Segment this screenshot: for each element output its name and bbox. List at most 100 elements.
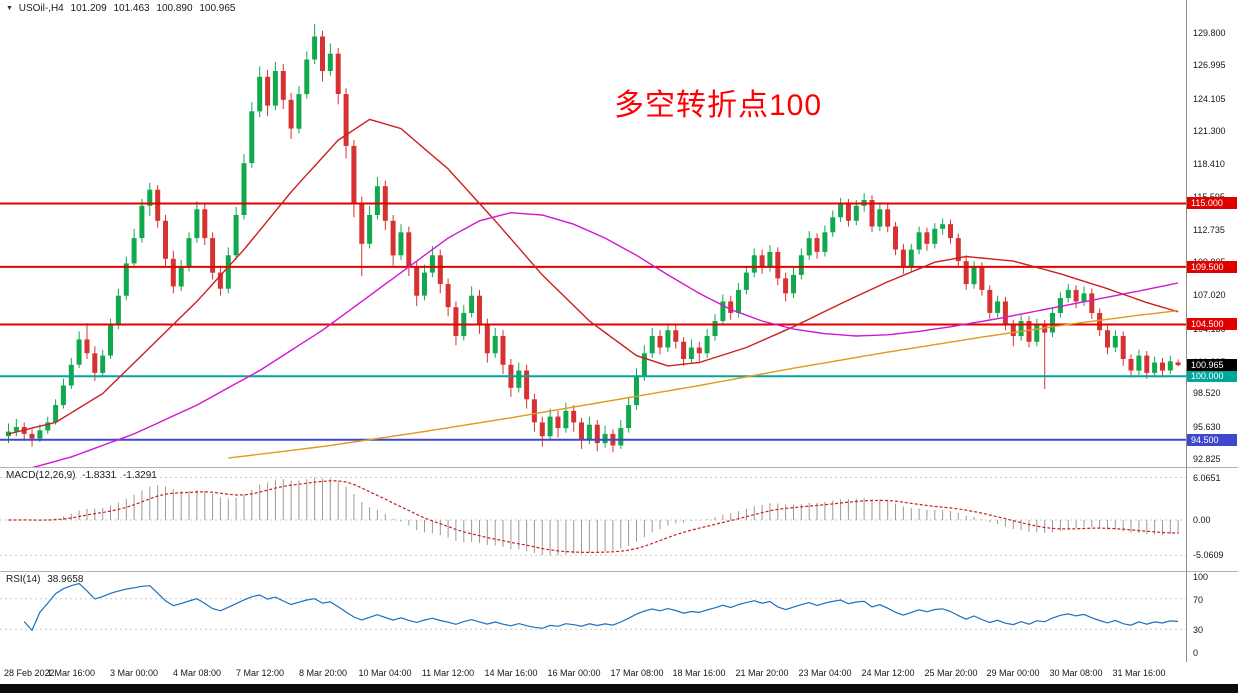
candle-body [437, 255, 443, 285]
time-label: 24 Mar 12:00 [861, 668, 915, 678]
candle-body [257, 76, 263, 112]
price-tick-label: 118.410 [1193, 159, 1225, 169]
candle-body [1081, 293, 1087, 302]
candle-body [618, 428, 624, 446]
candle-body [398, 232, 404, 256]
ma-fast-red-line [8, 118, 1179, 435]
collapse-triangle-icon[interactable]: ▼ [6, 5, 13, 12]
level-price-badge: 94.500 [1187, 434, 1237, 446]
candle-body [453, 307, 459, 336]
candle-body [963, 261, 969, 285]
candle-body [210, 238, 216, 273]
candle-body [1002, 301, 1008, 325]
time-label: 1 Mar 16:00 [46, 668, 96, 678]
rsi-chart-canvas[interactable] [0, 571, 1186, 662]
time-axis[interactable]: 28 Feb 2022 1 Mar 16:00 3 Mar 00:00 4 Mar 0… [0, 662, 1238, 684]
candle-body [76, 339, 82, 365]
candlestick-chart-canvas[interactable] [0, 0, 1186, 467]
price-tick-label: 98.520 [1193, 388, 1221, 398]
time-label: 14 Mar 16:00 [484, 668, 538, 678]
candle-body [900, 249, 906, 267]
candle-body [390, 220, 396, 256]
candle-body [743, 272, 749, 290]
candle-body [374, 186, 380, 215]
rsi-axis-label: 70 [1193, 595, 1204, 605]
candle-body [1160, 362, 1165, 371]
time-label: 29 Mar 00:00 [986, 668, 1040, 678]
candle-body [484, 324, 490, 354]
candle-body [280, 71, 286, 100]
candle-body [1073, 289, 1079, 302]
candle-body [877, 209, 883, 227]
macd-value-main: -1.8331 [82, 470, 117, 481]
candle-body [445, 284, 451, 308]
candle-body [1120, 336, 1126, 359]
candle-body [288, 99, 294, 129]
symbol-label: USOil-,H4 [18, 3, 64, 14]
time-label: 16 Mar 00:00 [547, 668, 601, 678]
candle-body [1089, 293, 1095, 313]
candle-body [170, 258, 176, 287]
candle-body [60, 385, 66, 406]
candle-body [916, 232, 922, 250]
time-label: 21 Mar 20:00 [735, 668, 789, 678]
panel-separator[interactable] [0, 467, 1238, 468]
candle-body [367, 215, 373, 244]
ohlc-close: 100.965 [199, 3, 236, 14]
candle-body [1050, 312, 1055, 333]
candle-body [155, 189, 161, 221]
main-chart-panel[interactable]: ▼ USOil-,H4 101.209 101.463 100.890 100.… [0, 0, 1186, 467]
candle-body [1105, 330, 1110, 348]
candle-body [948, 224, 953, 238]
candle-body [108, 324, 113, 356]
candle-body [838, 203, 844, 218]
candle-body [335, 53, 341, 94]
time-label: 28 Feb 2022 [4, 668, 55, 678]
candle-body [720, 301, 726, 321]
time-label: 31 Mar 16:00 [1112, 668, 1166, 678]
candle-body [673, 330, 679, 342]
candle-body [477, 295, 482, 325]
candle-body [547, 416, 553, 437]
candle-body [649, 336, 655, 354]
candle-body [233, 215, 239, 256]
candle-body [751, 255, 757, 273]
candle-body [995, 301, 1001, 313]
macd-title: MACD(12,26,9) [6, 470, 76, 481]
bottom-bar [0, 684, 1238, 693]
macd-chart-canvas[interactable] [0, 467, 1186, 571]
candle-body [29, 433, 35, 439]
candle-body [987, 289, 993, 313]
candle-body [767, 251, 773, 267]
macd-panel[interactable]: MACD(12,26,9) -1.8331 -1.3291 [0, 467, 1186, 571]
level-price-badge: 104.500 [1187, 318, 1237, 330]
candle-body [791, 274, 796, 294]
ohlc-open: 101.209 [70, 3, 107, 14]
candle-body [37, 430, 43, 439]
candle-body [13, 427, 19, 432]
candle-body [932, 228, 938, 244]
candle-body [704, 336, 710, 354]
candle-body [712, 321, 718, 336]
time-label: 11 Mar 12:00 [421, 668, 475, 678]
time-label: 18 Mar 16:00 [672, 668, 726, 678]
candle-body [414, 266, 420, 296]
candle-body [1128, 359, 1134, 371]
candle-body [202, 209, 208, 239]
panel-separator[interactable] [0, 571, 1238, 572]
candle-body [241, 163, 247, 215]
rsi-panel[interactable]: RSI(14) 38.9658 [0, 571, 1186, 662]
candle-body [139, 205, 145, 239]
candle-body [798, 255, 804, 275]
rsi-line [23, 582, 1179, 632]
candle-body [602, 433, 608, 444]
time-label: 23 Mar 04:00 [798, 668, 852, 678]
price-axis[interactable]: 129.800126.995124.105121.300118.410115.5… [1187, 0, 1238, 684]
candle-body [563, 410, 569, 429]
candle-body [1026, 321, 1032, 342]
candle-body [845, 203, 851, 221]
candle-body [869, 200, 875, 227]
candle-body [320, 36, 325, 72]
candle-body [304, 59, 310, 95]
